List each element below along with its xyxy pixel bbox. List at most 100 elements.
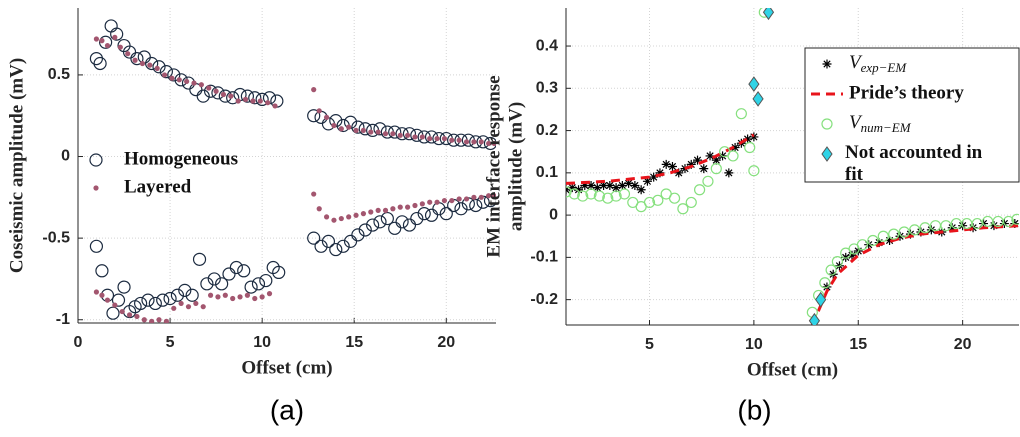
point (618, 188, 631, 200)
y-tick-label: 0 (549, 206, 558, 223)
point (331, 217, 337, 223)
point (99, 292, 105, 298)
point (808, 312, 821, 325)
point (338, 126, 344, 132)
point (968, 223, 978, 233)
point (161, 72, 168, 78)
point (478, 194, 484, 200)
point (104, 297, 111, 303)
y-tick-label: -0.2 (530, 291, 558, 308)
point (373, 215, 387, 229)
point (141, 293, 155, 307)
point (200, 304, 206, 310)
point (95, 264, 109, 278)
point (222, 267, 236, 281)
point (257, 98, 263, 104)
point (427, 199, 433, 205)
point (185, 304, 192, 310)
point (321, 234, 336, 248)
point (248, 91, 262, 105)
point (192, 252, 207, 266)
point (463, 139, 470, 145)
point (112, 302, 118, 308)
point (148, 296, 162, 311)
point (602, 192, 614, 204)
point (366, 218, 380, 232)
plot-area (89, 19, 496, 323)
point (178, 283, 192, 297)
point (206, 85, 212, 91)
point (346, 214, 352, 220)
y-axis-label: EM interface response (483, 75, 504, 257)
point (251, 277, 266, 291)
point (137, 50, 151, 64)
y-tick-label: 0.2 (536, 122, 558, 139)
point (417, 207, 431, 221)
point (272, 103, 278, 109)
point (874, 238, 884, 248)
point (93, 56, 107, 71)
point (585, 188, 597, 200)
point (877, 230, 889, 242)
point (184, 78, 190, 85)
point (743, 134, 753, 144)
point (989, 221, 999, 231)
point (577, 190, 589, 202)
point (111, 293, 126, 307)
point (353, 212, 359, 218)
y-tick-label: 0.5 (48, 66, 70, 83)
point (434, 199, 440, 205)
point (929, 220, 942, 232)
point (624, 178, 634, 188)
legend-name: V (849, 52, 863, 73)
legend-label: Homogeneous (124, 148, 238, 169)
legend-swatch (821, 146, 833, 162)
point (215, 277, 229, 291)
point (119, 308, 125, 315)
point (373, 122, 387, 136)
point (117, 44, 123, 50)
point (762, 8, 775, 21)
point (307, 231, 321, 245)
point (586, 181, 596, 191)
point (380, 211, 394, 226)
point (397, 204, 403, 210)
point (711, 155, 721, 165)
point (154, 65, 160, 71)
point (748, 165, 760, 177)
point (132, 57, 138, 63)
point (486, 140, 492, 147)
x-axis-label: Offset (cm) (241, 357, 332, 378)
point (599, 181, 609, 191)
point (112, 34, 118, 40)
point (316, 108, 322, 114)
point (483, 136, 496, 151)
point (200, 277, 214, 291)
y-axis-label: amplitude (mV) (505, 102, 526, 231)
legend-label-box: Not accounted in fit (845, 142, 982, 185)
y-tick-label: -0.1 (530, 249, 558, 266)
point (566, 186, 572, 198)
legend-subscript: exp−EM (861, 60, 908, 75)
point (156, 293, 170, 307)
point (471, 139, 477, 145)
point (402, 127, 417, 141)
point (841, 252, 851, 262)
point (346, 124, 352, 130)
point (375, 129, 381, 135)
legend-label: Vexp−EM (849, 52, 907, 75)
point (338, 215, 344, 222)
point (815, 291, 827, 308)
point (176, 77, 182, 83)
point (410, 211, 424, 226)
point (360, 127, 367, 134)
point (159, 65, 173, 79)
point (1011, 213, 1019, 225)
point (266, 291, 273, 297)
point (336, 239, 350, 253)
point (237, 264, 251, 278)
point (250, 98, 256, 104)
point (685, 196, 697, 209)
point (456, 196, 462, 202)
